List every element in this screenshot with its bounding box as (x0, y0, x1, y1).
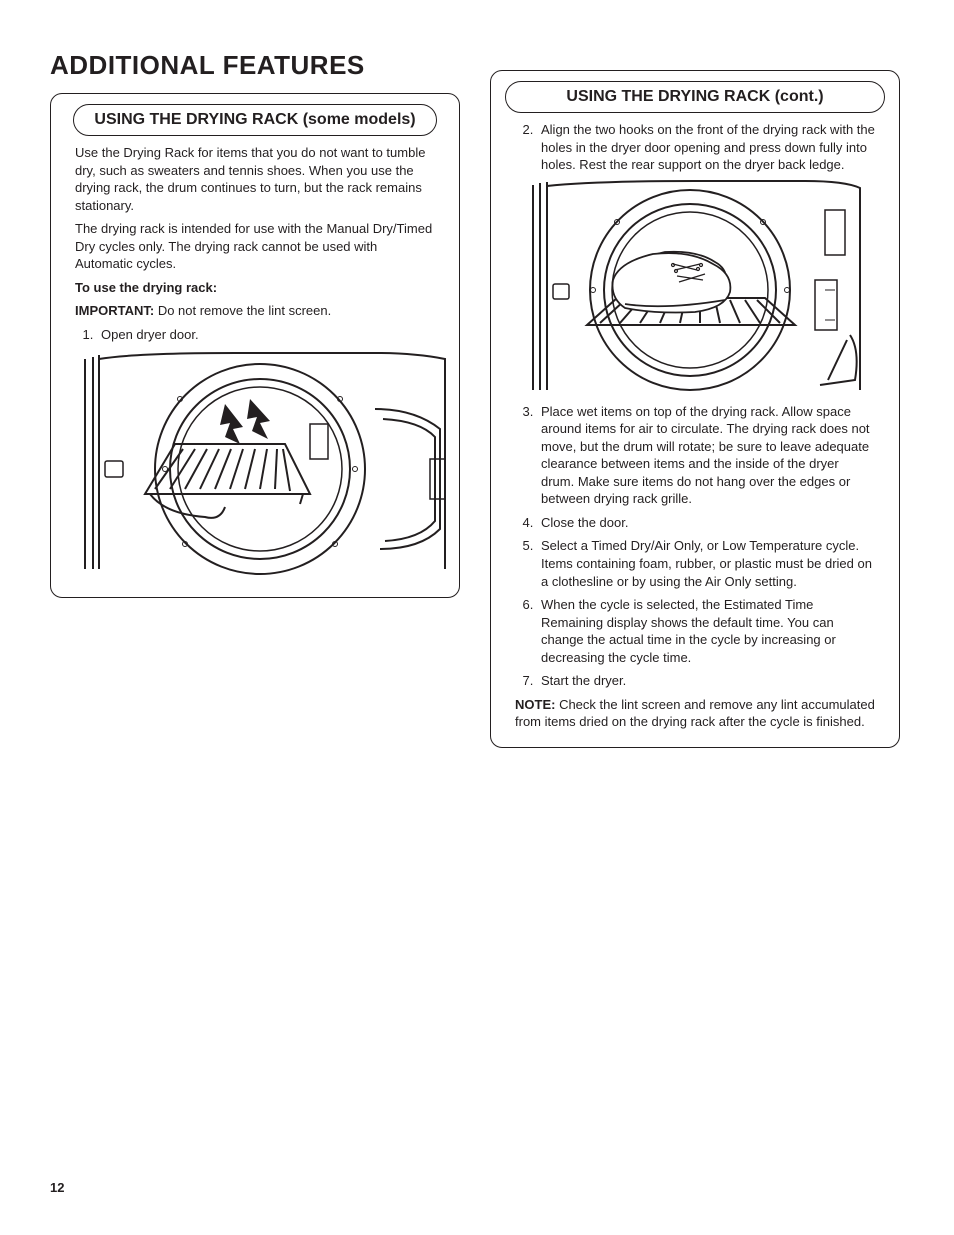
important-text: Do not remove the lint screen. (154, 303, 331, 318)
left-para1: Use the Drying Rack for items that you d… (75, 144, 435, 214)
left-column: ADDITIONAL FEATURES USING THE DRYING RAC… (50, 50, 460, 748)
note-text: Check the lint screen and remove any lin… (515, 697, 875, 730)
right-steps-3to7: Place wet items on top of the drying rac… (515, 403, 875, 690)
right-section-header: USING THE DRYING RACK (cont.) (505, 81, 885, 113)
left-section-box: USING THE DRYING RACK (some models) Use … (50, 93, 460, 598)
right-column: USING THE DRYING RACK (cont.) Align the … (490, 50, 900, 748)
step-1: Open dryer door. (97, 326, 435, 344)
important-line: IMPORTANT: Do not remove the lint screen… (75, 302, 435, 320)
important-label: IMPORTANT: (75, 303, 154, 318)
dryer-rack-shoes-illustration (525, 180, 865, 395)
page-content: ADDITIONAL FEATURES USING THE DRYING RAC… (0, 0, 954, 788)
dryer-rack-insert-illustration (75, 349, 455, 579)
right-content: Align the two hooks on the front of the … (505, 121, 885, 731)
right-steps-2: Align the two hooks on the front of the … (515, 121, 875, 174)
step-6: When the cycle is selected, the Estimate… (537, 596, 875, 666)
page-title: ADDITIONAL FEATURES (50, 50, 460, 81)
note-line: NOTE: Check the lint screen and remove a… (515, 696, 875, 731)
left-para2: The drying rack is intended for use with… (75, 220, 435, 273)
step-7: Start the dryer. (537, 672, 875, 690)
step-2: Align the two hooks on the front of the … (537, 121, 875, 174)
page-number: 12 (50, 1180, 64, 1195)
step-3: Place wet items on top of the drying rac… (537, 403, 875, 508)
left-content: Use the Drying Rack for items that you d… (65, 144, 445, 579)
left-section-header: USING THE DRYING RACK (some models) (73, 104, 437, 136)
instruction-heading: To use the drying rack: (75, 279, 435, 297)
step-4: Close the door. (537, 514, 875, 532)
note-label: NOTE: (515, 697, 555, 712)
left-steps: Open dryer door. (75, 326, 435, 344)
right-section-box: USING THE DRYING RACK (cont.) Align the … (490, 70, 900, 748)
step-5: Select a Timed Dry/Air Only, or Low Temp… (537, 537, 875, 590)
